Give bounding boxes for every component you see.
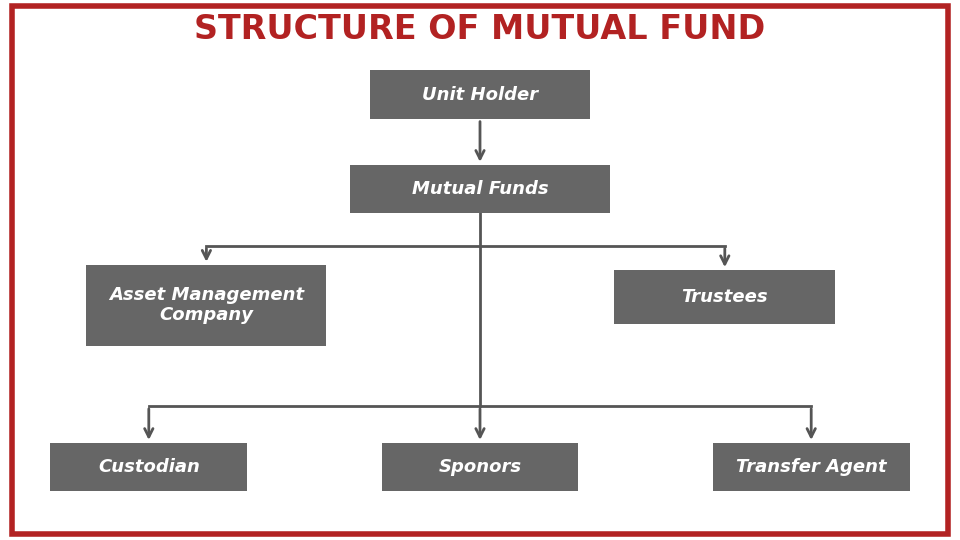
Bar [86, 265, 326, 346]
Text: STRUCTURE OF MUTUAL FUND: STRUCTURE OF MUTUAL FUND [194, 13, 766, 46]
Text: Sponors: Sponors [439, 458, 521, 476]
Text: Transfer Agent: Transfer Agent [736, 458, 886, 476]
Text: Asset Management
Company: Asset Management Company [108, 286, 304, 325]
Bar [614, 270, 835, 324]
Text: Mutual Funds: Mutual Funds [412, 180, 548, 198]
Bar [712, 443, 909, 491]
Bar [382, 443, 578, 491]
Bar [370, 70, 590, 119]
Text: Trustees: Trustees [682, 288, 768, 306]
Bar [350, 165, 610, 213]
Bar [51, 443, 248, 491]
Text: Custodian: Custodian [98, 458, 200, 476]
Text: Unit Holder: Unit Holder [422, 85, 538, 104]
